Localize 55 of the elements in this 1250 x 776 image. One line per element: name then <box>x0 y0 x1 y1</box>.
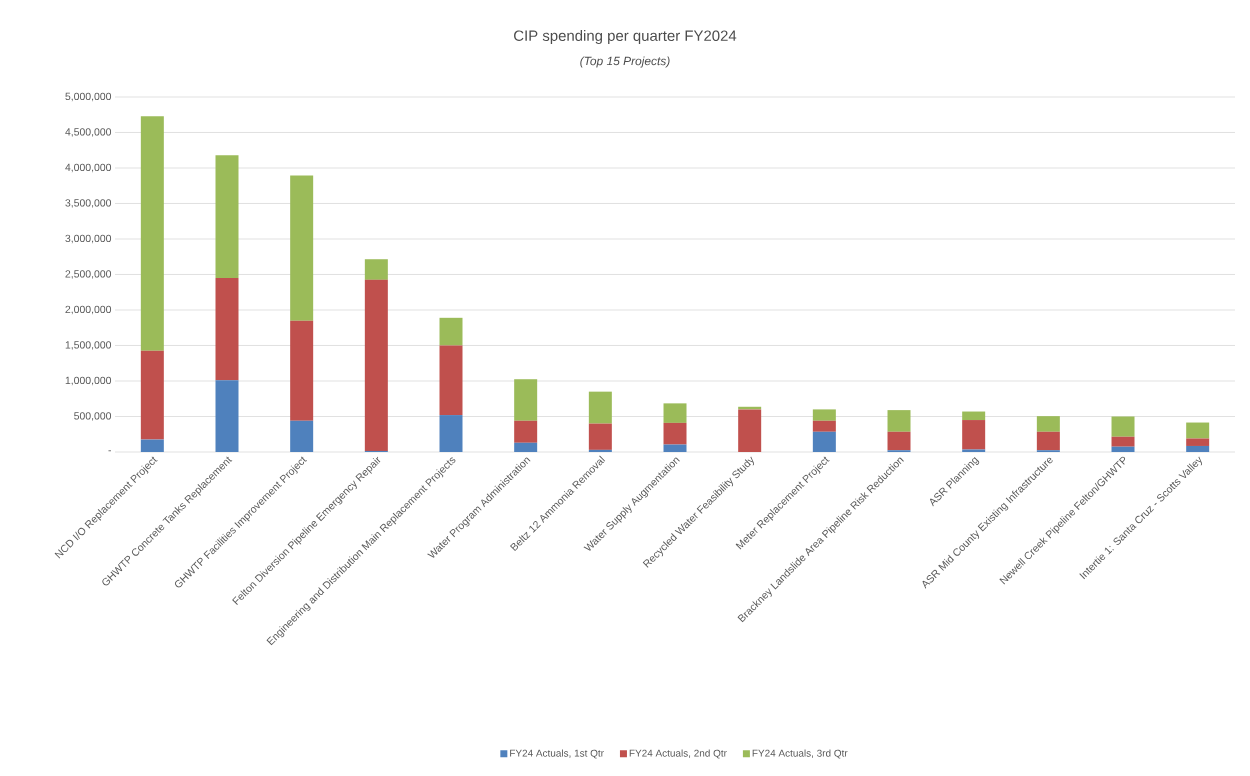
bar <box>812 409 836 421</box>
legend-label: FY24 Actuals, 2nd Qtr <box>629 749 727 759</box>
bar <box>1186 422 1210 439</box>
bar <box>1186 445 1210 452</box>
y-tick-label: 4,000,000 <box>65 163 112 173</box>
bar <box>290 320 314 421</box>
bar <box>663 444 687 452</box>
chart-subtitle: (Top 15 Projects) <box>580 56 670 68</box>
bar <box>663 422 687 445</box>
bar <box>962 411 986 421</box>
bar <box>364 259 388 280</box>
legend-label: FY24 Actuals, 1st Qtr <box>510 749 604 759</box>
bar <box>215 380 239 452</box>
bar <box>140 439 164 452</box>
bar <box>1111 416 1135 437</box>
bar <box>215 155 239 279</box>
bar <box>812 431 836 452</box>
bar <box>439 317 463 346</box>
bar <box>364 279 388 451</box>
bar <box>1111 446 1135 452</box>
bar <box>887 410 911 432</box>
bar <box>290 420 314 452</box>
y-tick-label: 1,000,000 <box>65 376 112 386</box>
bar <box>588 391 612 424</box>
y-tick-label: 2,000,000 <box>65 305 112 315</box>
bar <box>290 175 314 321</box>
y-tick-label: 500,000 <box>74 412 112 421</box>
bar <box>1186 438 1210 446</box>
bar <box>1036 431 1060 451</box>
bar <box>439 415 463 452</box>
bar <box>1111 436 1135 447</box>
bar <box>140 116 164 351</box>
bar <box>514 442 538 452</box>
y-tick-label: 1,500,000 <box>65 341 112 350</box>
y-tick-label: - <box>108 450 112 452</box>
bar <box>812 420 836 432</box>
bar <box>140 350 164 440</box>
bar <box>215 278 239 381</box>
bar <box>588 423 612 450</box>
bar <box>588 449 612 452</box>
bar <box>439 345 463 416</box>
bar <box>962 420 986 450</box>
bar <box>663 403 687 423</box>
y-tick-label: 4,500,000 <box>65 128 112 137</box>
legend-label: FY24 Actuals, 3rd Qtr <box>752 749 848 759</box>
bar <box>887 431 911 451</box>
chart-title: CIP spending per quarter FY2024 <box>514 30 737 44</box>
y-tick-label: 2,500,000 <box>65 270 112 279</box>
bar <box>738 409 762 452</box>
y-tick-label: 3,000,000 <box>65 234 112 244</box>
y-tick-label: 5,000,000 <box>65 92 112 102</box>
bar <box>514 379 538 421</box>
y-tick-label: 3,500,000 <box>65 199 112 208</box>
bar <box>514 420 538 443</box>
bar <box>1036 416 1060 432</box>
